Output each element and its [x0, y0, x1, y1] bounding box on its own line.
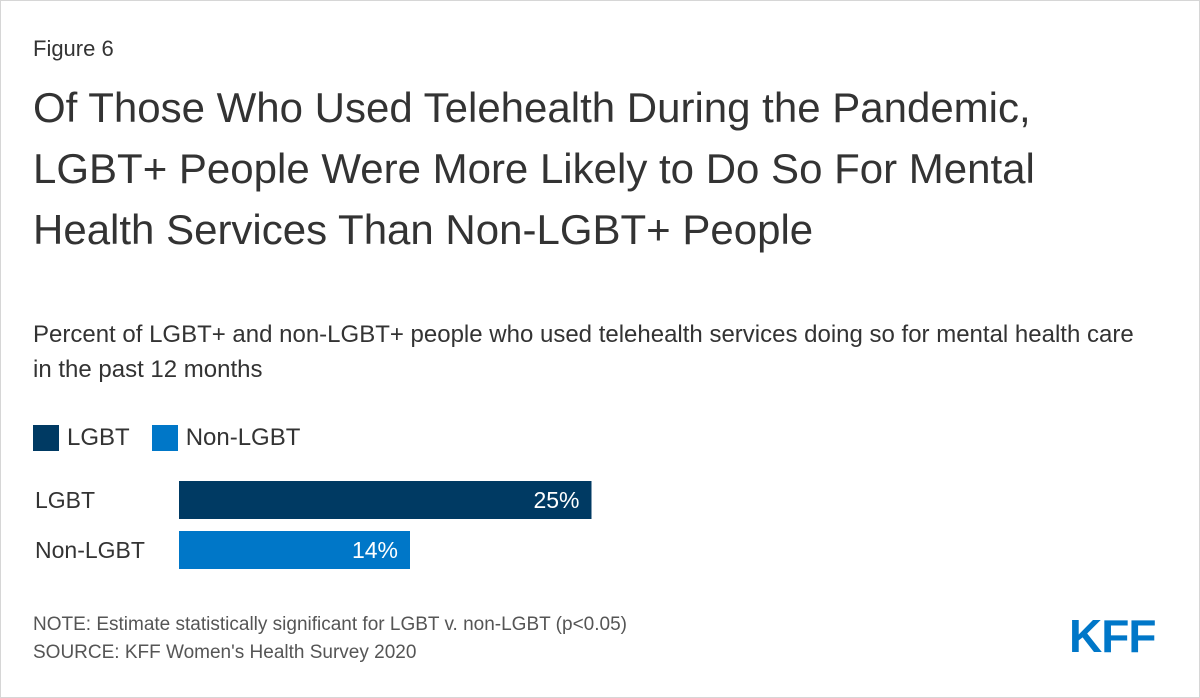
bar-chart: LGBT 25% Non-LGBT 14% — [35, 481, 592, 569]
figure-label: Figure 6 — [33, 36, 114, 61]
kff-logo: KFF — [1069, 610, 1156, 662]
legend-item-lgbt: LGBT — [33, 424, 130, 452]
category-label-0: LGBT — [35, 487, 95, 513]
note-text: NOTE: Estimate statistically significant… — [33, 614, 627, 635]
bar-1 — [179, 531, 410, 569]
source-text: SOURCE: KFF Women's Health Survey 2020 — [33, 642, 417, 663]
category-label-1: Non-LGBT — [35, 537, 145, 563]
legend-swatch-lgbt — [33, 425, 59, 451]
chart-title: Of Those Who Used Telehealth During the … — [33, 84, 1035, 253]
legend-swatch-non-lgbt — [151, 425, 178, 451]
bar-0 — [179, 481, 592, 519]
data-label-1: 14% — [352, 537, 398, 563]
chart-subtitle: Percent of LGBT+ and non-LGBT+ people wh… — [33, 321, 1134, 383]
legend-item-non-lgbt: Non-LGBT — [151, 424, 301, 452]
legend-label-non-lgbt: Non-LGBT — [185, 424, 301, 451]
legend-label-lgbt: LGBT — [67, 424, 130, 451]
legend: LGBT Non-LGBT — [33, 421, 322, 455]
footnotes: NOTE: Estimate statistically significant… — [33, 611, 627, 667]
data-label-0: 25% — [533, 487, 579, 513]
